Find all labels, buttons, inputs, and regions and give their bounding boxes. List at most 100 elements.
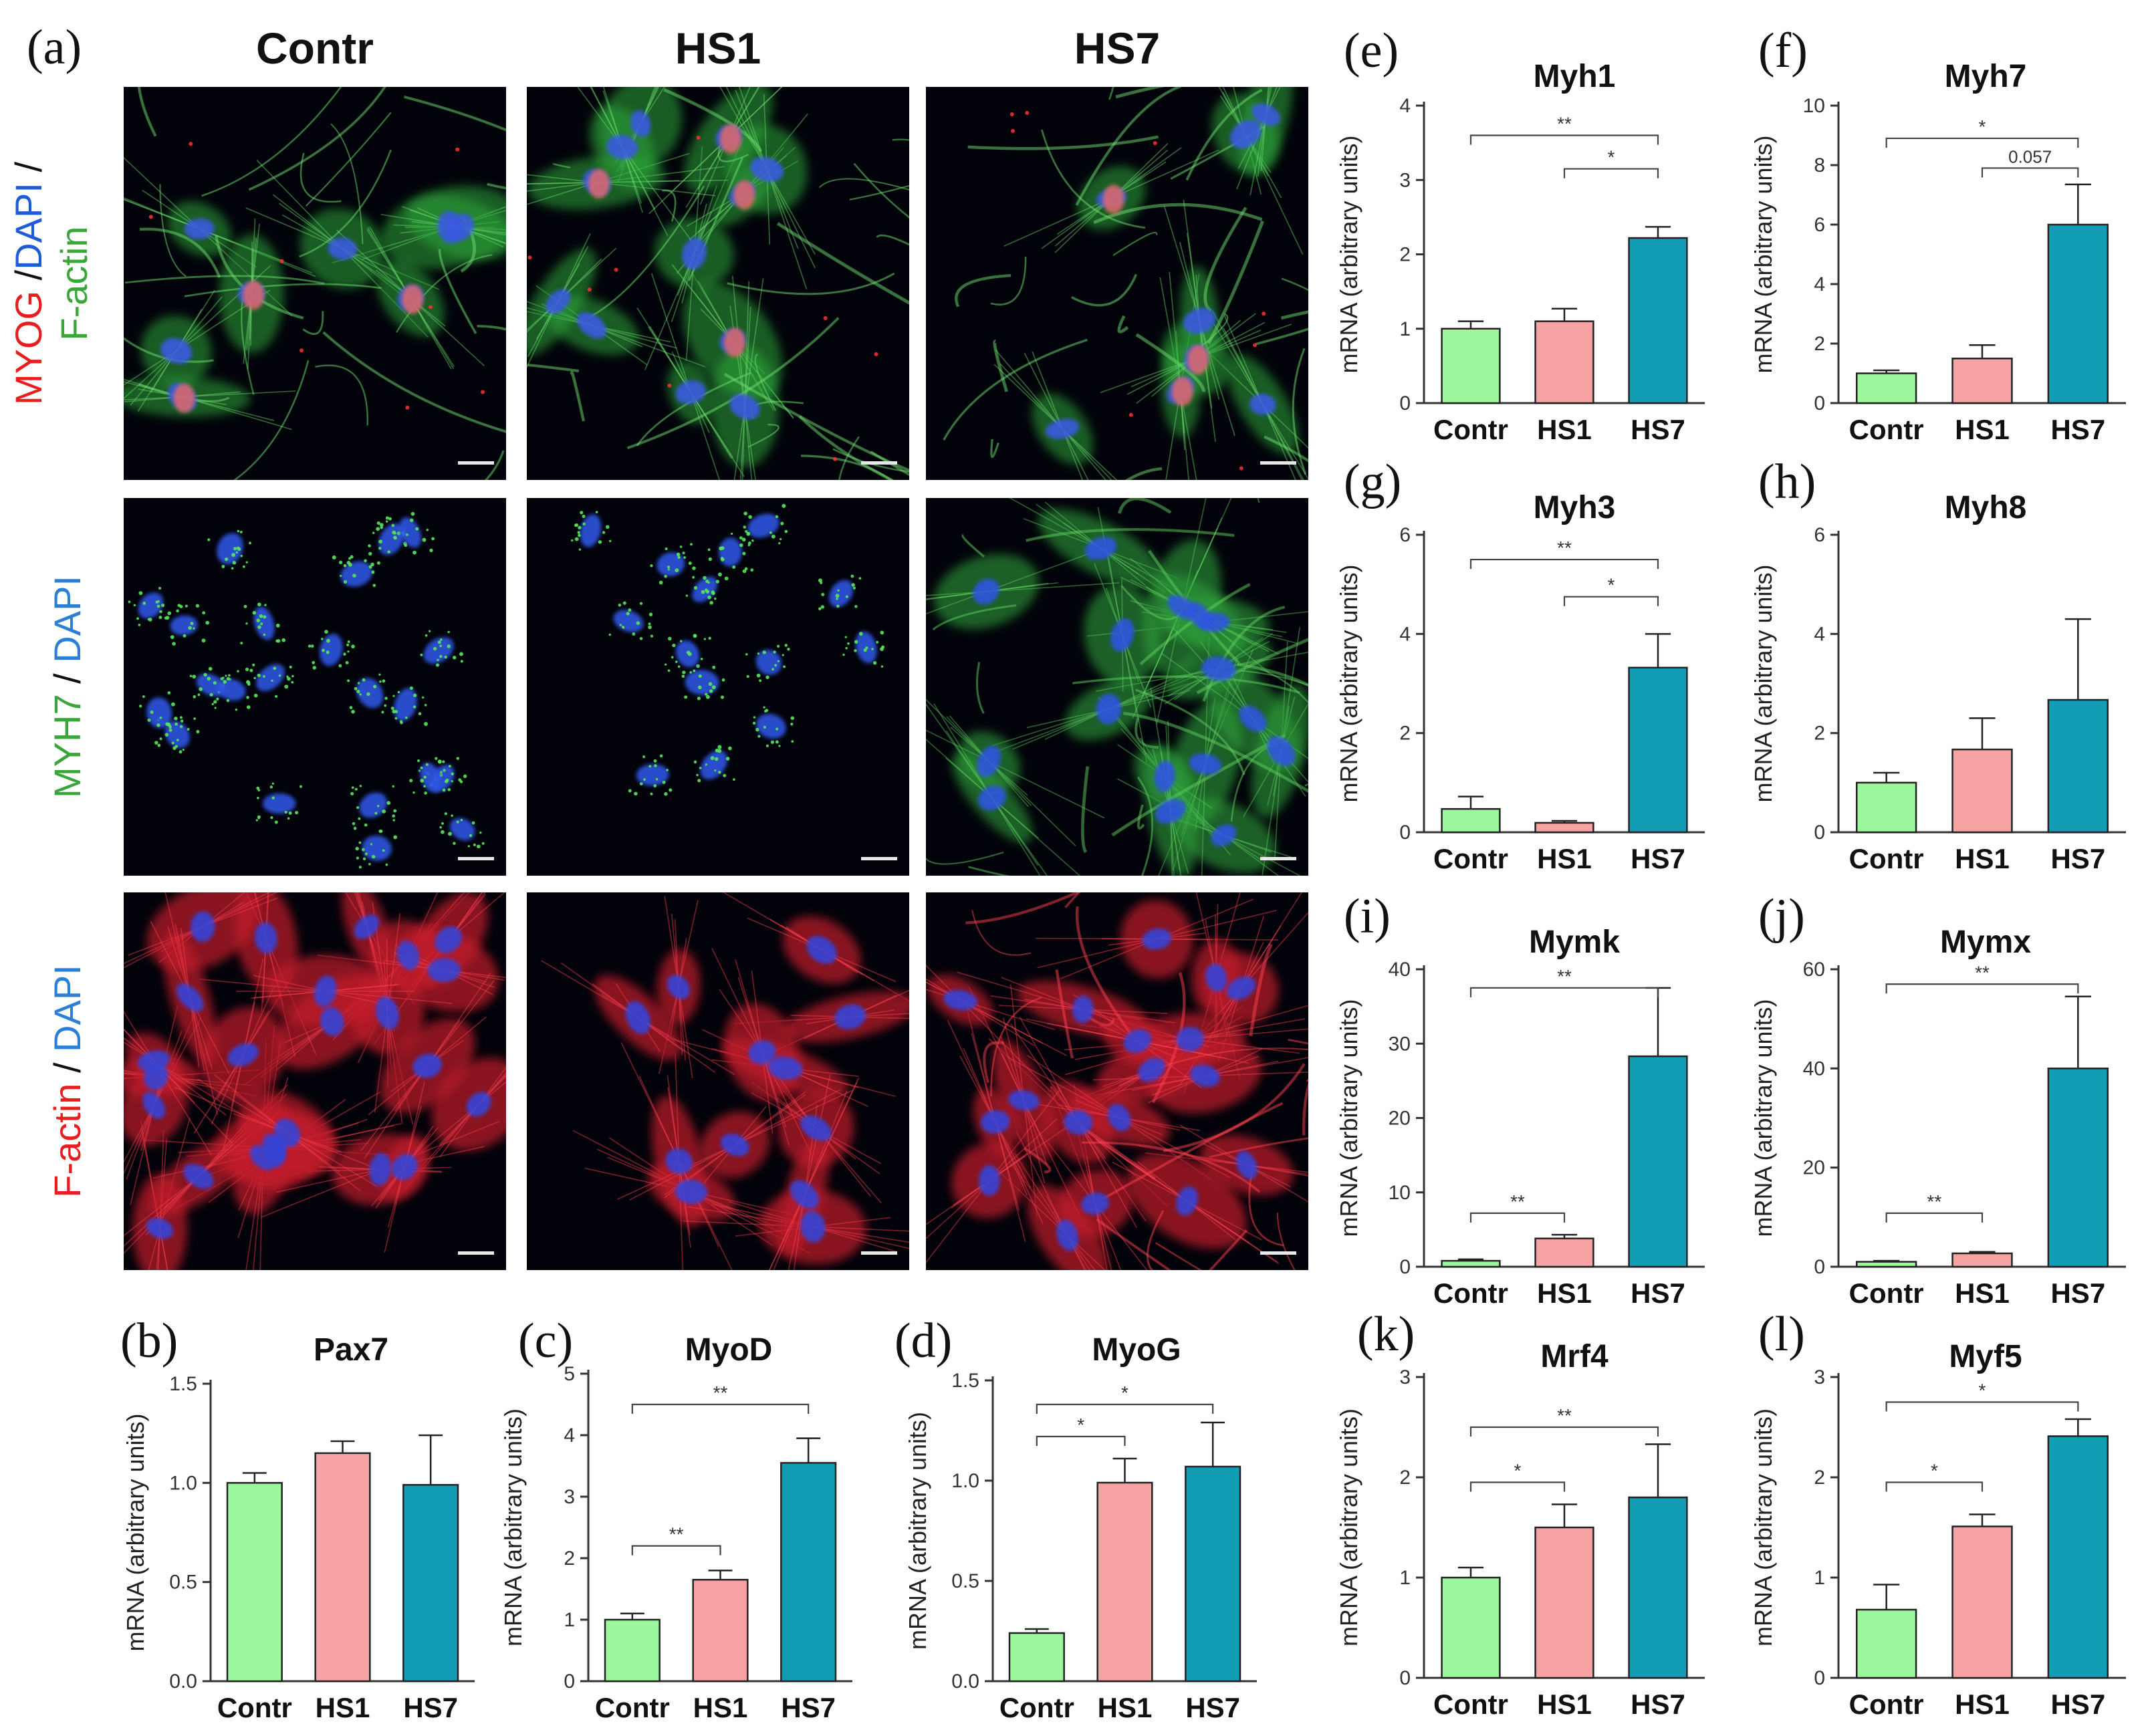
x-tick-label: HS1 bbox=[693, 1692, 748, 1723]
scale-bar bbox=[1260, 461, 1296, 465]
bar-contr bbox=[1441, 328, 1501, 404]
significance-label: ** bbox=[1557, 966, 1572, 987]
x-tick-label: HS7 bbox=[1185, 1692, 1240, 1723]
bar-hs1 bbox=[692, 1578, 749, 1683]
scale-bar bbox=[1260, 1251, 1296, 1255]
y-tick-label: 0 bbox=[1399, 392, 1411, 414]
y-axis-label: mRNA (arbitrary units) bbox=[1335, 564, 1362, 802]
chart-title: Pax7 bbox=[314, 1332, 388, 1368]
y-axis-label: mRNA (arbitrary units) bbox=[1335, 999, 1362, 1237]
x-tick-label: HS7 bbox=[403, 1692, 458, 1723]
chart-d: (d) MyoG mRNA (arbitrary units) 0.0 0.5 1.0 1.… bbox=[894, 1314, 1257, 1723]
y-tick-label: 1.0 bbox=[169, 1472, 197, 1494]
row-label-factin: F-actin / DAPI bbox=[46, 965, 88, 1198]
significance-bracket bbox=[1469, 1212, 1566, 1223]
bar-hs7 bbox=[1185, 1465, 1241, 1683]
y-tick-label: 0 bbox=[1399, 1256, 1411, 1278]
y-tick-label: 2 bbox=[1814, 333, 1825, 355]
panel-label-c: (c) bbox=[518, 1314, 573, 1368]
x-tick-label: Contr bbox=[1849, 843, 1924, 874]
significance-label: 0.057 bbox=[2008, 146, 2052, 166]
y-tick-label: 40 bbox=[1803, 1058, 1825, 1080]
significance-bracket bbox=[1563, 168, 1659, 178]
y-tick-label: 6 bbox=[1814, 524, 1825, 546]
y-tick-label: 1.0 bbox=[951, 1470, 979, 1492]
x-tick-label: HS1 bbox=[1537, 843, 1592, 874]
panel-label-g: (g) bbox=[1344, 455, 1401, 509]
x-tick-label: HS1 bbox=[1537, 414, 1592, 445]
y-tick-label: 4 bbox=[1399, 623, 1411, 645]
y-axis-label: mRNA (arbitrary units) bbox=[1335, 1408, 1362, 1646]
bar-contr bbox=[604, 1618, 661, 1683]
bar-hs1 bbox=[314, 1452, 371, 1683]
x-tick-label: Contr bbox=[1433, 843, 1508, 874]
y-tick-label: 1.5 bbox=[169, 1373, 197, 1395]
y-tick-label: 3 bbox=[1399, 1366, 1411, 1388]
y-tick-label: 10 bbox=[1803, 95, 1825, 117]
bar-hs7 bbox=[1628, 237, 1688, 404]
scale-bar bbox=[458, 1251, 494, 1255]
significance-bracket bbox=[1469, 1481, 1566, 1492]
significance-label: * bbox=[1608, 147, 1615, 168]
scale-bar bbox=[458, 857, 494, 860]
y-tick-label: 1 bbox=[564, 1609, 575, 1631]
y-tick-label: 1 bbox=[1399, 318, 1411, 340]
y-tick-label: 2 bbox=[1399, 723, 1411, 745]
significance-label: ** bbox=[669, 1524, 684, 1545]
chart-title: Myh3 bbox=[1534, 490, 1616, 525]
x-tick-label: Contr bbox=[595, 1692, 670, 1723]
y-tick-label: 1 bbox=[1814, 1567, 1825, 1589]
chart-f: (f) Myh7 mRNA (arbitrary units) 0 2 4 6 8 10 Cont… bbox=[1750, 23, 2126, 445]
y-tick-label: 2 bbox=[1399, 244, 1411, 266]
panel-label-b: (b) bbox=[120, 1314, 178, 1368]
y-tick-label: 40 bbox=[1389, 959, 1411, 981]
significance-bracket bbox=[1885, 1401, 2079, 1412]
bar-hs1 bbox=[1534, 320, 1594, 404]
x-tick-label: Contr bbox=[1433, 1689, 1508, 1720]
bar-contr bbox=[1441, 808, 1501, 834]
bar-hs7 bbox=[1628, 1055, 1688, 1268]
x-tick-label: HS7 bbox=[1631, 1689, 1685, 1720]
scale-bar bbox=[861, 1251, 897, 1255]
x-tick-label: HS7 bbox=[1631, 414, 1685, 445]
x-tick-label: Contr bbox=[217, 1692, 292, 1723]
y-axis-label: mRNA (arbitrary units) bbox=[122, 1413, 149, 1651]
chart-title: Myh7 bbox=[1945, 59, 2027, 94]
y-tick-label: 0 bbox=[1814, 1256, 1825, 1278]
x-tick-label: Contr bbox=[1433, 1277, 1508, 1309]
x-tick-label: HS1 bbox=[316, 1692, 370, 1723]
y-tick-label: 0 bbox=[1399, 822, 1411, 844]
micrograph-myog-hs1 bbox=[527, 87, 909, 480]
significance-bracket bbox=[1469, 134, 1659, 145]
x-tick-label: HS7 bbox=[1631, 1277, 1685, 1309]
chart-title: Mymx bbox=[1940, 924, 2031, 960]
x-tick-label: HS1 bbox=[1098, 1692, 1153, 1723]
y-tick-label: 6 bbox=[1399, 524, 1411, 546]
significance-label: * bbox=[1931, 1461, 1938, 1481]
chart-j: (j) Mymx mRNA (arbitrary units) 0 20 40 60 Cont… bbox=[1750, 889, 2126, 1309]
y-tick-label: 2 bbox=[1814, 723, 1825, 745]
x-tick-label: HS7 bbox=[2050, 1277, 2105, 1309]
panel-label-f: (f) bbox=[1758, 23, 1808, 78]
y-tick-label: 0.0 bbox=[951, 1670, 979, 1693]
x-tick-label: HS1 bbox=[1955, 414, 2010, 445]
chart-title: MyoD bbox=[685, 1332, 773, 1368]
column-title-hs1: HS1 bbox=[675, 23, 761, 73]
bar-hs7 bbox=[402, 1484, 459, 1683]
y-tick-label: 3 bbox=[564, 1486, 575, 1508]
significance-label: ** bbox=[1557, 114, 1572, 134]
bar-hs7 bbox=[2047, 699, 2109, 834]
y-axis-label: mRNA (arbitrary units) bbox=[499, 1408, 527, 1646]
bar-contr bbox=[226, 1482, 283, 1683]
significance-bracket bbox=[1469, 558, 1659, 570]
chart-k: (k) Mrf4 mRNA (arbitrary units) 0 1 2 3 Contr HS… bbox=[1335, 1307, 1705, 1720]
panel-label-d: (d) bbox=[894, 1314, 952, 1368]
bar-hs7 bbox=[1628, 1496, 1688, 1679]
y-tick-label: 60 bbox=[1803, 959, 1825, 981]
y-tick-label: 0 bbox=[1814, 1667, 1825, 1689]
y-tick-label: 4 bbox=[1814, 623, 1825, 645]
scale-bar bbox=[861, 857, 897, 860]
y-axis-label: mRNA (arbitrary units) bbox=[1335, 135, 1362, 373]
